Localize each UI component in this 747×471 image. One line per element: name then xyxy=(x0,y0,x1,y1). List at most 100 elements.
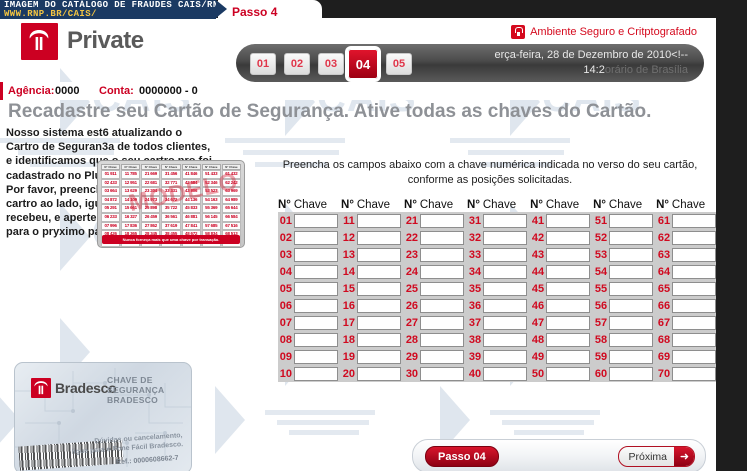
key-input-19[interactable] xyxy=(356,349,401,364)
key-input-cell xyxy=(545,246,590,263)
key-input-51[interactable] xyxy=(608,213,653,228)
key-input-44[interactable] xyxy=(545,264,590,279)
key-input-41[interactable] xyxy=(545,213,590,228)
key-input-26[interactable] xyxy=(419,298,464,313)
key-input-53[interactable] xyxy=(608,247,653,262)
key-input-32[interactable] xyxy=(482,230,527,245)
key-table-row: 09 19 29 39 49 59 69 xyxy=(278,348,716,365)
step-03[interactable]: 03 xyxy=(318,53,344,75)
key-input-02[interactable] xyxy=(293,230,338,245)
key-input-66[interactable] xyxy=(671,298,716,313)
key-input-34[interactable] xyxy=(482,264,527,279)
key-input-43[interactable] xyxy=(545,247,590,262)
key-table-header-num: N° xyxy=(530,198,543,211)
key-input-67[interactable] xyxy=(671,315,716,330)
key-input-65[interactable] xyxy=(671,281,716,296)
key-input-56[interactable] xyxy=(608,298,653,313)
key-card-cell: 17 836 xyxy=(121,221,141,231)
key-input-39[interactable] xyxy=(482,349,527,364)
key-input-52[interactable] xyxy=(608,230,653,245)
step-04[interactable]: 04 xyxy=(348,49,378,79)
key-input-16[interactable] xyxy=(356,298,401,313)
key-input-33[interactable] xyxy=(482,247,527,262)
key-input-54[interactable] xyxy=(608,264,653,279)
key-input-69[interactable] xyxy=(671,349,716,364)
column-gap xyxy=(337,212,342,229)
key-input-46[interactable] xyxy=(545,298,590,313)
key-input-47[interactable] xyxy=(545,315,590,330)
step-01[interactable]: 01 xyxy=(250,53,276,75)
key-input-70[interactable] xyxy=(671,366,716,381)
key-input-20[interactable] xyxy=(356,366,401,381)
key-input-23[interactable] xyxy=(419,247,464,262)
key-input-06[interactable] xyxy=(293,298,338,313)
key-input-68[interactable] xyxy=(671,332,716,347)
key-input-01[interactable] xyxy=(293,213,338,228)
key-input-40[interactable] xyxy=(482,366,527,381)
key-input-21[interactable] xyxy=(419,213,464,228)
key-card-cell: 16 327 xyxy=(121,212,141,222)
step-indicator-button[interactable]: Passo 04 xyxy=(425,446,499,467)
key-input-14[interactable] xyxy=(356,264,401,279)
key-input-cell xyxy=(419,314,464,331)
key-input-cell xyxy=(293,229,338,246)
key-input-10[interactable] xyxy=(293,366,338,381)
key-input-60[interactable] xyxy=(608,366,653,381)
key-input-05[interactable] xyxy=(293,281,338,296)
key-input-62[interactable] xyxy=(671,230,716,245)
key-input-61[interactable] xyxy=(671,213,716,228)
key-input-07[interactable] xyxy=(293,315,338,330)
key-position-08: 08 xyxy=(278,331,294,348)
key-input-28[interactable] xyxy=(419,332,464,347)
key-input-30[interactable] xyxy=(419,366,464,381)
key-input-63[interactable] xyxy=(671,247,716,262)
key-input-09[interactable] xyxy=(293,349,338,364)
key-input-49[interactable] xyxy=(545,349,590,364)
key-input-58[interactable] xyxy=(608,332,653,347)
key-input-22[interactable] xyxy=(419,230,464,245)
key-input-31[interactable] xyxy=(482,213,527,228)
key-input-55[interactable] xyxy=(608,281,653,296)
key-input-11[interactable] xyxy=(356,213,401,228)
key-position-07: 07 xyxy=(278,314,294,331)
key-input-27[interactable] xyxy=(419,315,464,330)
column-gap xyxy=(463,229,468,246)
key-position-06: 06 xyxy=(278,297,294,314)
key-input-38[interactable] xyxy=(482,332,527,347)
key-input-cell xyxy=(608,331,653,348)
key-input-12[interactable] xyxy=(356,230,401,245)
column-gap xyxy=(400,297,405,314)
key-input-45[interactable] xyxy=(545,281,590,296)
key-input-25[interactable] xyxy=(419,281,464,296)
key-input-29[interactable] xyxy=(419,349,464,364)
key-input-04[interactable] xyxy=(293,264,338,279)
key-input-57[interactable] xyxy=(608,315,653,330)
key-input-18[interactable] xyxy=(356,332,401,347)
key-input-cell xyxy=(608,229,653,246)
key-input-37[interactable] xyxy=(482,315,527,330)
key-input-59[interactable] xyxy=(608,349,653,364)
key-input-35[interactable] xyxy=(482,281,527,296)
key-input-24[interactable] xyxy=(419,264,464,279)
key-input-42[interactable] xyxy=(545,230,590,245)
key-input-48[interactable] xyxy=(545,332,590,347)
key-table-header-key: Chave xyxy=(545,198,580,211)
next-button[interactable]: Próxima ➜ xyxy=(618,446,695,467)
key-input-13[interactable] xyxy=(356,247,401,262)
key-input-36[interactable] xyxy=(482,298,527,313)
key-input-cell xyxy=(671,348,716,365)
column-gap xyxy=(589,297,594,314)
key-input-cell xyxy=(419,331,464,348)
key-input-15[interactable] xyxy=(356,281,401,296)
step-05[interactable]: 05 xyxy=(386,53,412,75)
key-table-row: 05 15 25 35 45 55 65 xyxy=(278,280,716,297)
step-02[interactable]: 02 xyxy=(284,53,310,75)
key-input-50[interactable] xyxy=(545,366,590,381)
key-input-64[interactable] xyxy=(671,264,716,279)
key-input-03[interactable] xyxy=(293,247,338,262)
key-input-cell xyxy=(293,212,338,229)
key-input-08[interactable] xyxy=(293,332,338,347)
key-input-17[interactable] xyxy=(356,315,401,330)
key-card-column-header: N° Chave xyxy=(201,164,221,170)
key-card-cell: 61 432 xyxy=(221,170,241,179)
